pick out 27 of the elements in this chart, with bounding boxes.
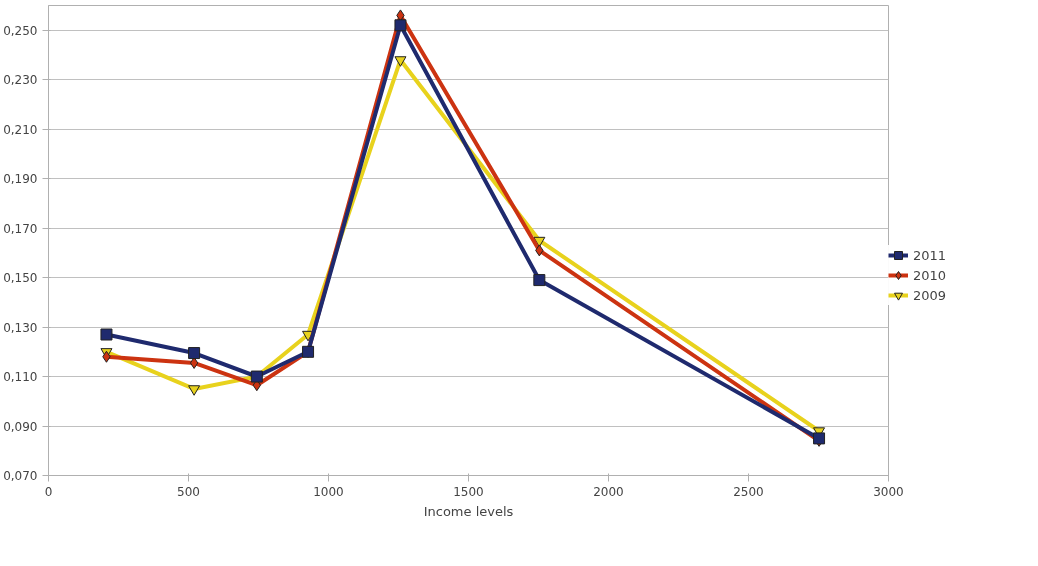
- x-tick-label: 0: [44, 484, 53, 499]
- point: [188, 385, 201, 396]
- x-tick-label: 1500: [453, 484, 484, 499]
- x-tick-label: 1000: [313, 484, 344, 499]
- y-tick-label: 0,230: [3, 73, 38, 88]
- y-tick-label: 0,090: [3, 419, 38, 434]
- y-tick-label: 0,250: [3, 23, 38, 38]
- x-axis-title: Income levels: [423, 503, 514, 519]
- legend-label: 2010: [913, 267, 947, 283]
- y-tick-label: 0,070: [3, 469, 38, 483]
- legend-label: 2011: [913, 247, 947, 263]
- point: [100, 328, 113, 341]
- point: [533, 274, 546, 287]
- point: [188, 347, 201, 360]
- y-tick-label: 0,110: [3, 370, 38, 385]
- y-tick-label: 0,150: [3, 271, 38, 286]
- y-tick-label: 0,190: [3, 172, 38, 187]
- x-tick-label: 2500: [733, 484, 764, 499]
- x-tick-label: 500: [177, 484, 200, 499]
- legend-label: 2009: [913, 287, 947, 303]
- y-tick-label: 0,210: [3, 122, 38, 137]
- point: [394, 56, 407, 67]
- y-tick-label: 0,130: [3, 320, 38, 335]
- point: [394, 19, 407, 32]
- y-tick-label: 0,170: [3, 221, 38, 236]
- x-tick-label: 3000: [873, 484, 904, 499]
- x-tick-label: 2000: [593, 484, 624, 499]
